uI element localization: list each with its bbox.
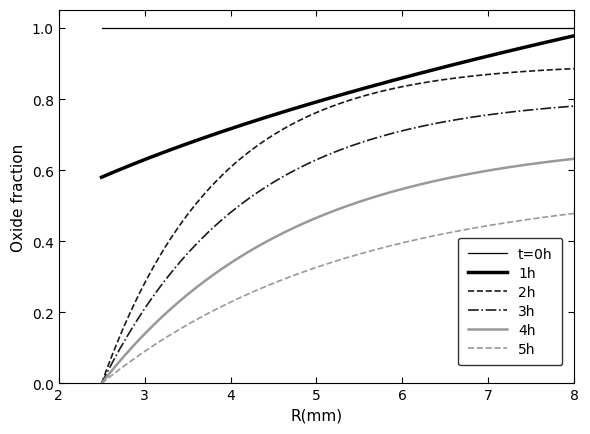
Legend: t=0h, 1h, 2h, 3h, 4h, 5h: t=0h, 1h, 2h, 3h, 4h, 5h	[458, 238, 562, 365]
X-axis label: R(mm): R(mm)	[290, 408, 343, 423]
Y-axis label: Oxide fraction: Oxide fraction	[11, 143, 26, 251]
